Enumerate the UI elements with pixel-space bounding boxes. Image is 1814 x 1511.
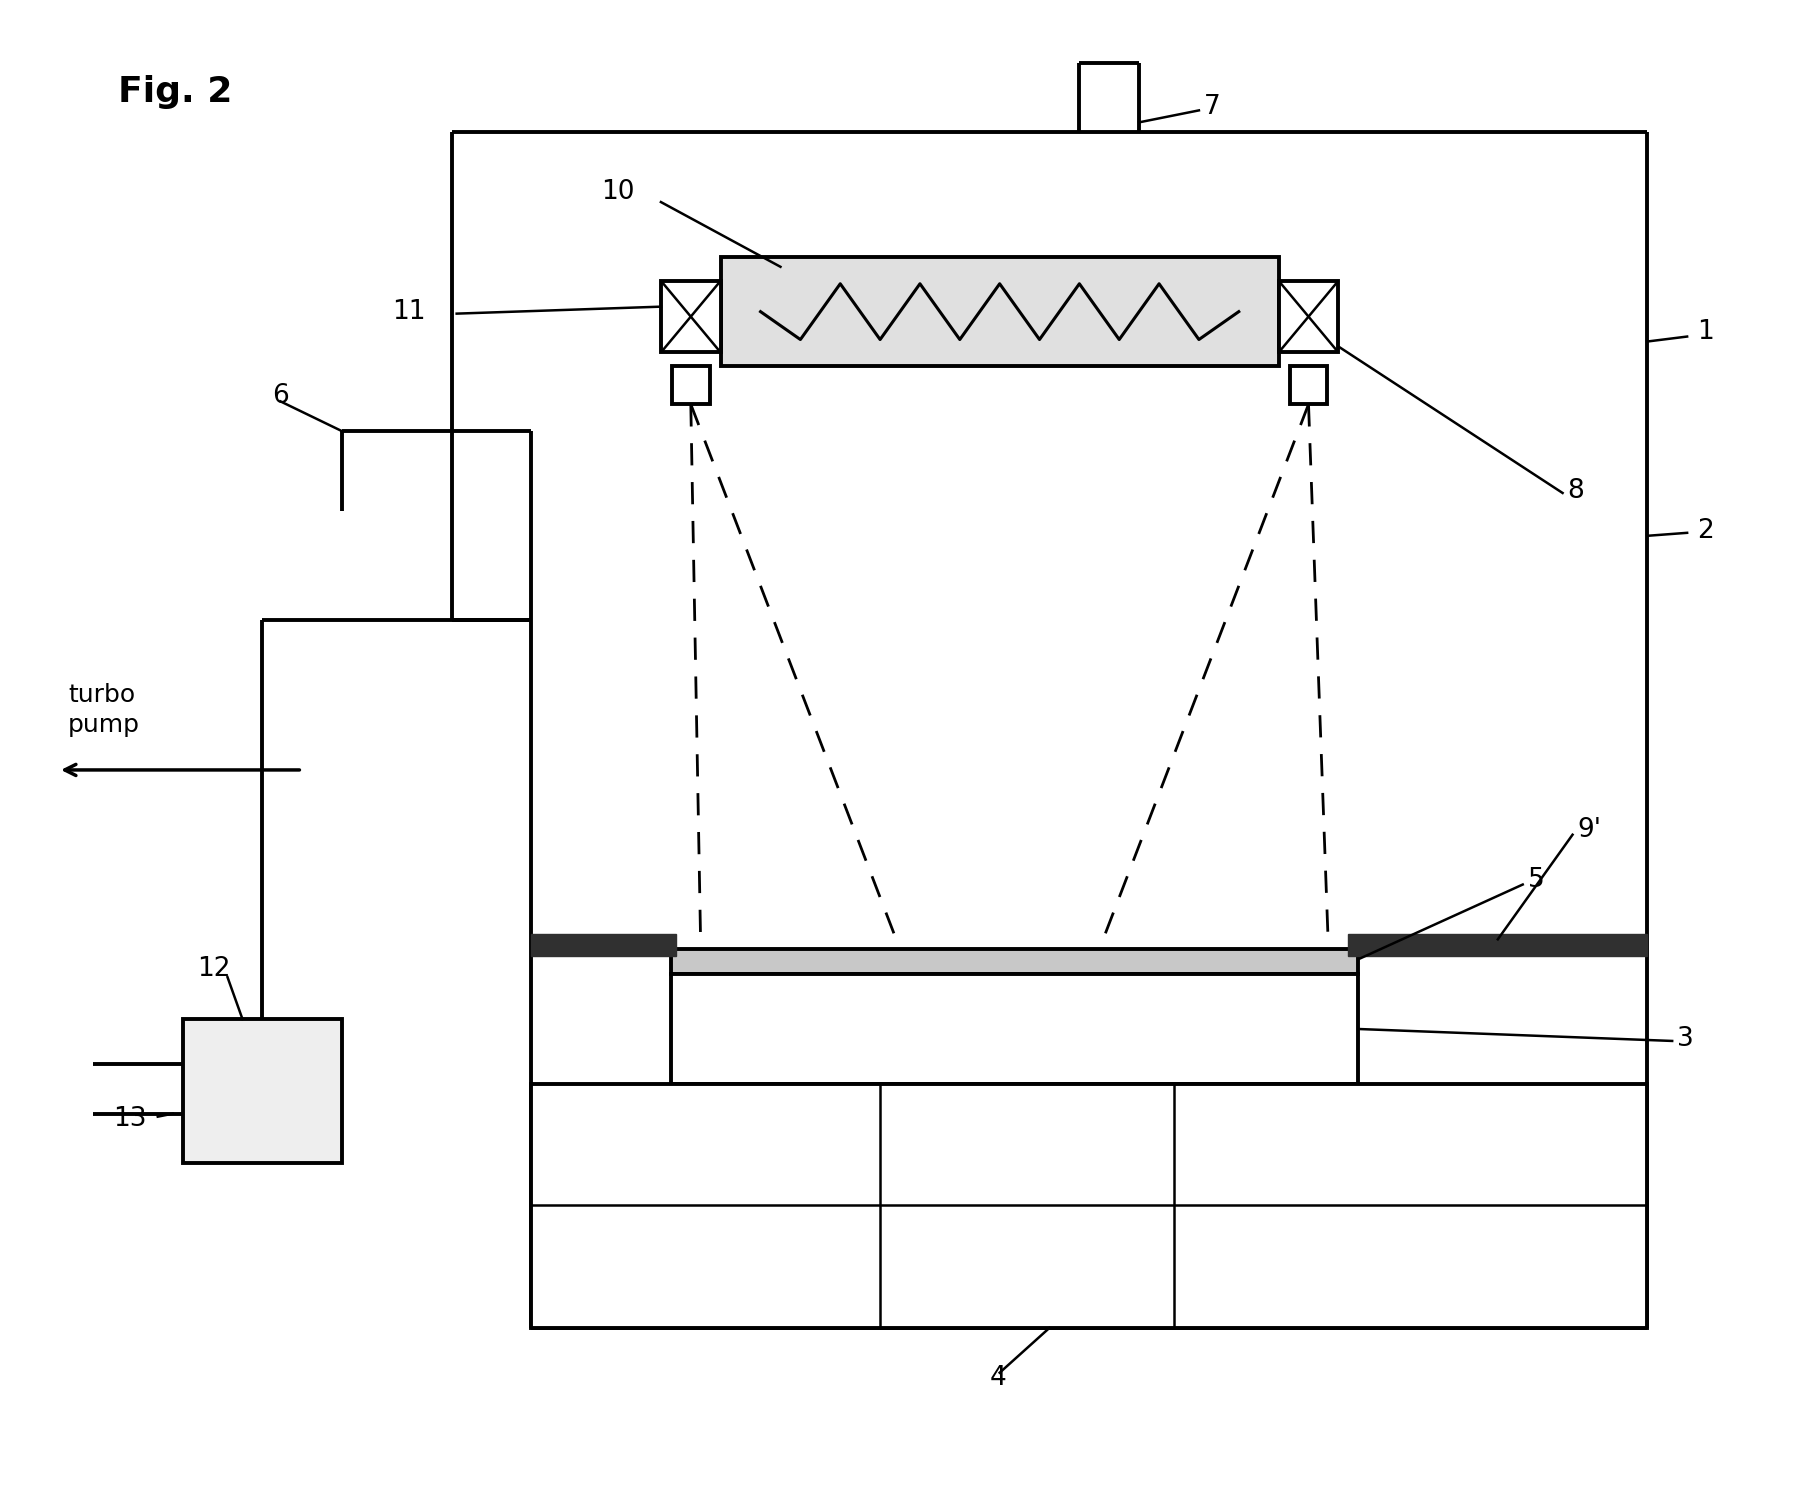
- Text: 12: 12: [198, 956, 230, 982]
- Bar: [183, 1018, 343, 1163]
- Bar: [1348, 934, 1647, 956]
- Bar: [671, 975, 1359, 1083]
- Bar: [671, 367, 709, 405]
- Bar: [532, 1083, 1647, 1328]
- Text: 7: 7: [1204, 94, 1221, 121]
- Text: 10: 10: [600, 180, 635, 205]
- Bar: [1290, 367, 1328, 405]
- Bar: [532, 934, 677, 956]
- Bar: [660, 281, 720, 352]
- Text: 13: 13: [112, 1106, 147, 1132]
- Text: 6: 6: [272, 384, 288, 409]
- Text: turbo
pump: turbo pump: [69, 683, 140, 737]
- Text: 9': 9': [1578, 817, 1602, 843]
- Bar: [1279, 281, 1339, 352]
- Text: 8: 8: [1567, 477, 1584, 505]
- Text: 5: 5: [1527, 866, 1544, 893]
- Bar: [671, 949, 1359, 975]
- Text: 4: 4: [990, 1364, 1007, 1390]
- Text: 1: 1: [1698, 319, 1714, 345]
- Text: 3: 3: [1678, 1026, 1694, 1052]
- Text: 2: 2: [1698, 518, 1714, 544]
- Text: Fig. 2: Fig. 2: [118, 76, 232, 109]
- Bar: [720, 257, 1279, 367]
- Text: 11: 11: [392, 299, 426, 325]
